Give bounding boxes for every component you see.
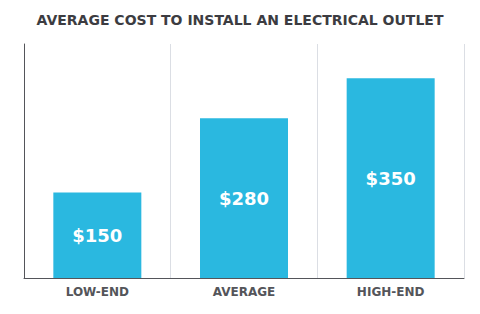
svg-text:AVERAGE: AVERAGE xyxy=(213,285,276,299)
svg-text:$350: $350 xyxy=(366,168,416,189)
svg-text:AVERAGE COST TO INSTALL AN ELE: AVERAGE COST TO INSTALL AN ELECTRICAL OU… xyxy=(37,12,444,28)
svg-text:$280: $280 xyxy=(219,188,269,209)
svg-text:HIGH-END: HIGH-END xyxy=(357,285,425,299)
svg-text:$150: $150 xyxy=(72,225,122,246)
svg-text:LOW-END: LOW-END xyxy=(66,285,129,299)
